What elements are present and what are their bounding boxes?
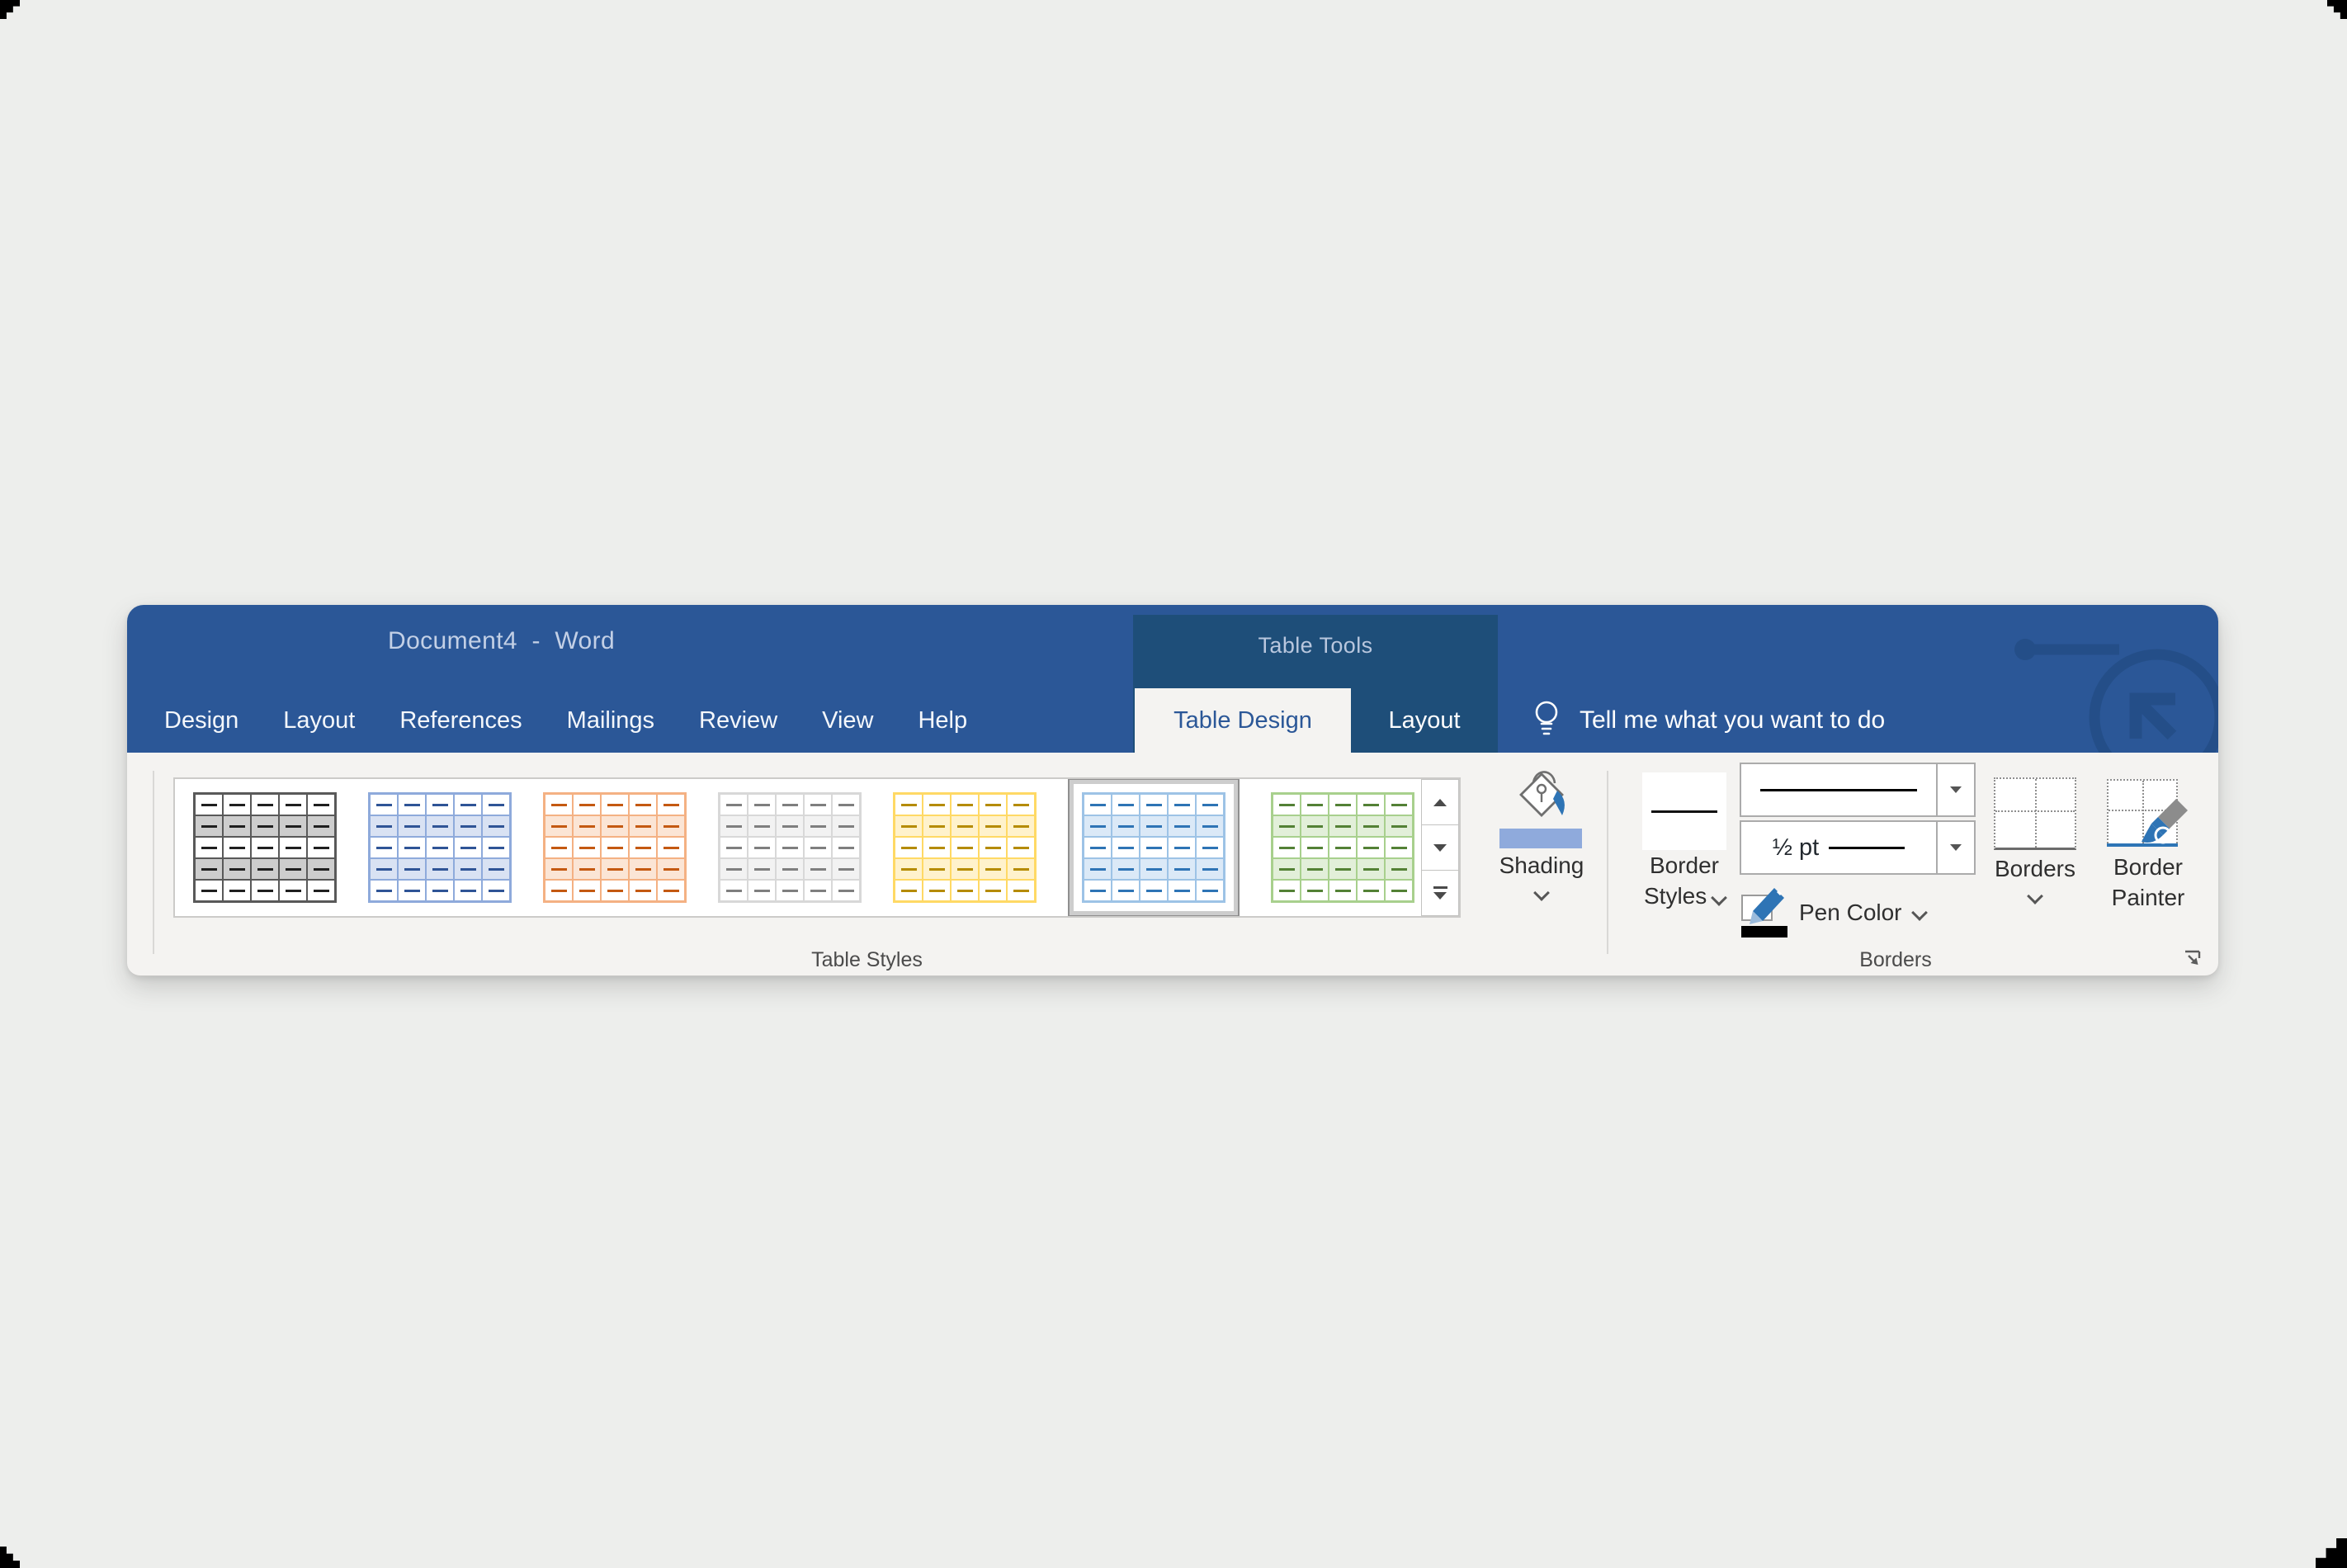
borders-dialog-launcher-button[interactable]: [2182, 947, 2203, 969]
pen-color-icon: [1741, 888, 1787, 937]
table-style-thumbnail-orange[interactable]: [543, 792, 687, 903]
pen-color-button[interactable]: Pen Color: [1741, 881, 1928, 944]
table-style-thumbnail-yellow[interactable]: [893, 792, 1037, 903]
borders-button[interactable]: Borders: [1981, 764, 2090, 904]
shading-button[interactable]: Shading: [1477, 764, 1606, 901]
tab-mailings[interactable]: Mailings: [566, 707, 655, 734]
dropdown-arrow-icon: [1950, 786, 1962, 793]
pen-color-label: Pen Color: [1799, 900, 1902, 925]
document-title: Document4 - Word: [388, 627, 616, 654]
word-watermark-decoration: [2014, 639, 2218, 753]
shading-bucket-icon: [1496, 764, 1587, 850]
triangle-up-icon: [1433, 798, 1447, 806]
line-weight-text: ½ pt: [1772, 834, 1820, 861]
solid-line-preview-icon: [1760, 788, 1917, 791]
group-separator-middle: [1607, 771, 1608, 954]
border-styles-button[interactable]: Border Styles: [1629, 764, 1740, 911]
borders-grid-icon: [1994, 777, 2076, 850]
table-styles-group-label: Table Styles: [811, 948, 923, 971]
chevron-down-icon: [1533, 885, 1550, 901]
triangle-down-icon: [1433, 892, 1447, 900]
solid-line-preview-icon: [1829, 846, 1905, 849]
tab-help[interactable]: Help: [918, 707, 968, 734]
tab-design[interactable]: Design: [164, 707, 239, 734]
chevron-down-icon: [1711, 890, 1727, 906]
line-weight-dropdown-button[interactable]: [1938, 820, 1976, 875]
pen-color-swatch: [1741, 926, 1787, 937]
line-weight-combo[interactable]: ½ pt: [1740, 820, 1976, 875]
table-style-thumbnail-light-gray[interactable]: [718, 792, 862, 903]
border-painter-icon: [2107, 774, 2189, 850]
ribbon-tab-row: Design Layout References Mailings Review…: [127, 688, 2218, 753]
border-styles-label-line2: Styles: [1644, 881, 1727, 911]
table-style-gallery: [173, 777, 1461, 918]
ribbon-content: Shading Border Styles: [127, 753, 2218, 976]
line-style-dropdown-button[interactable]: [1938, 763, 1976, 817]
chevron-down-icon: [2027, 888, 2043, 904]
gallery-scroll-up-button[interactable]: [1421, 779, 1459, 825]
tab-table-layout[interactable]: Layout: [1388, 707, 1461, 734]
table-style-gallery-items: [193, 779, 1418, 916]
table-style-thumbnail-light-blue[interactable]: [1082, 792, 1225, 903]
corner-mark-bottom-right: [2316, 1538, 2347, 1568]
tab-table-design-active[interactable]: Table Design: [1135, 688, 1351, 753]
ribbon-tabs: Design Layout References Mailings Review…: [142, 688, 989, 753]
chevron-down-icon: [1910, 904, 1928, 921]
borders-group-label: Borders: [1859, 948, 1932, 971]
group-separator-left: [153, 771, 154, 954]
tell-me-box[interactable]: Tell me what you want to do: [1530, 688, 1885, 753]
border-styles-label-line1: Border: [1649, 852, 1720, 878]
table-style-thumbnail-dark-gray[interactable]: [193, 792, 337, 903]
corner-mark-top-right: [2327, 0, 2347, 19]
shading-label: Shading: [1499, 852, 1584, 878]
border-painter-button[interactable]: Border Painter: [2090, 764, 2207, 913]
border-painter-label-line2: Painter: [2111, 885, 2185, 910]
tab-review[interactable]: Review: [699, 707, 778, 734]
selected-table-style-frame[interactable]: [1068, 779, 1240, 916]
table-style-thumbnail-blue[interactable]: [368, 792, 512, 903]
border-painter-label-line1: Border: [2113, 854, 2184, 880]
corner-mark-bottom-left: [0, 1547, 20, 1568]
dropdown-arrow-icon: [1950, 844, 1962, 851]
tab-view[interactable]: View: [822, 707, 874, 734]
border-style-preview-icon: [1642, 772, 1726, 850]
line-weight-value[interactable]: ½ pt: [1740, 820, 1938, 875]
borders-label: Borders: [1994, 856, 2076, 881]
table-style-thumbnail-green[interactable]: [1271, 792, 1414, 903]
line-style-value[interactable]: [1740, 763, 1938, 817]
tab-references[interactable]: References: [399, 707, 522, 734]
word-ribbon-window: Table Tools Document4 - Word Design Layo…: [127, 605, 2218, 976]
gallery-scroll-down-button[interactable]: [1421, 825, 1459, 871]
triangle-down-icon: [1433, 843, 1447, 852]
dialog-launcher-icon: [2185, 950, 2201, 965]
tell-me-label: Tell me what you want to do: [1580, 706, 1886, 734]
more-bar-icon: [1433, 886, 1447, 889]
title-bar: Table Tools Document4 - Word Design Layo…: [127, 605, 2218, 753]
line-style-combo[interactable]: [1740, 763, 1976, 817]
contextual-group-title: Table Tools: [1258, 633, 1373, 658]
lightbulb-icon: [1535, 701, 1558, 735]
gallery-scroll-buttons: [1421, 779, 1459, 916]
tab-layout[interactable]: Layout: [283, 707, 356, 734]
corner-mark-top-left: [0, 0, 20, 19]
gallery-more-button[interactable]: [1421, 871, 1459, 916]
